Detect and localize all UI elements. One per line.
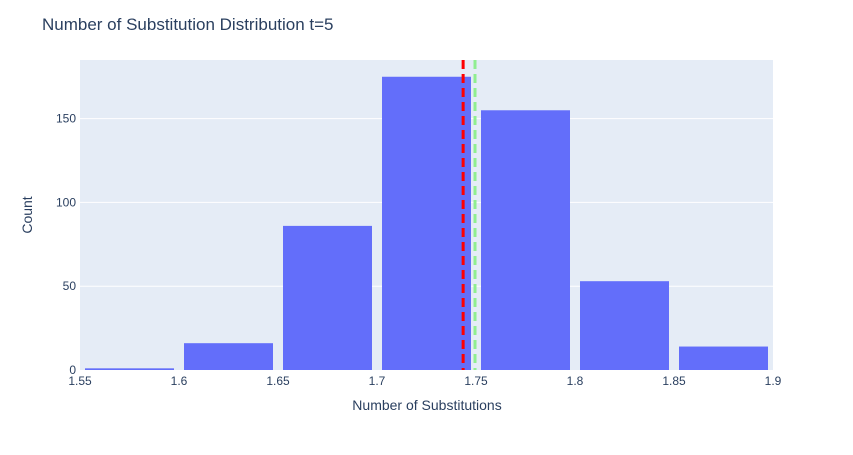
- histogram-bar: [382, 76, 471, 370]
- x-tick-label: 1.55: [68, 374, 92, 388]
- histogram-bar: [481, 110, 570, 371]
- x-tick-labels: 1.55 1.6 1.65 1.7 1.75 1.8 1.85 1.9: [68, 374, 781, 388]
- y-tick-label: 150: [56, 112, 76, 126]
- histogram-bar: [283, 225, 372, 370]
- reference-lines: [461, 60, 477, 370]
- y-tick-labels: 0 50 100 150: [56, 112, 76, 377]
- x-tick-label: 1.85: [662, 374, 686, 388]
- x-tick-label: 1.8: [567, 374, 584, 388]
- histogram-bar: [679, 346, 768, 370]
- y-tick-label: 100: [56, 195, 76, 209]
- x-tick-label: 1.65: [266, 374, 290, 388]
- x-tick-label: 1.6: [171, 374, 188, 388]
- bars: [85, 76, 768, 371]
- x-tick-label: 1.75: [464, 374, 488, 388]
- histogram-bar: [580, 281, 669, 370]
- x-tick-label: 1.9: [765, 374, 782, 388]
- histogram-bar: [85, 368, 174, 370]
- histogram-bar: [184, 343, 273, 370]
- y-tick-label: 50: [63, 279, 77, 293]
- chart-title: Number of Substitution Distribution t=5: [42, 15, 334, 34]
- x-tick-label: 1.7: [369, 374, 386, 388]
- y-axis-label: Count: [19, 196, 35, 233]
- x-axis-label: Number of Substitutions: [352, 397, 501, 413]
- y-tick-label: 0: [69, 363, 76, 377]
